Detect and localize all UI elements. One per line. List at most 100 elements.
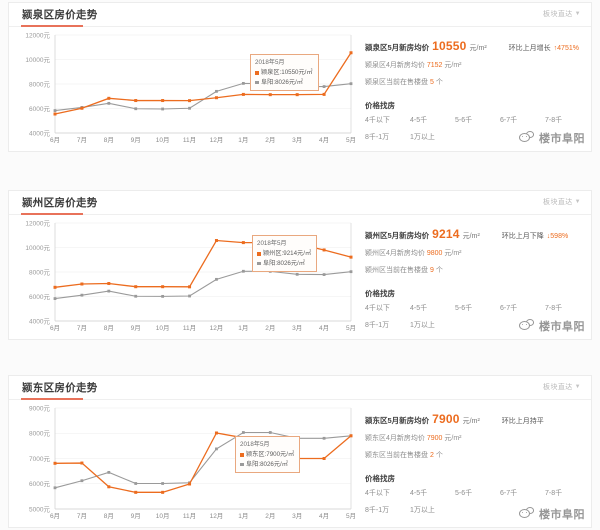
card-body: 4000元 6000元 8000元 10000元 12000元 6月 7月 8月 9月 10月 11… (9, 27, 591, 150)
svg-text:10000元: 10000元 (25, 56, 50, 64)
card-header: 颍泉区房价走势 板块直达 ▼ (9, 3, 591, 27)
block-jump-link[interactable]: 板块直达 ▼ (543, 382, 581, 392)
price-filter-chip[interactable]: 7-8千 (545, 305, 563, 312)
price-filter-chips: 4千以下 4-5千 5-6千 6-7千 7-8千 8千-1万 1万以上 (365, 303, 590, 337)
svg-text:8月: 8月 (104, 324, 114, 332)
previous-price-unit: 元/m² (444, 250, 462, 257)
listing-count-row: 颍东区当前在售楼盘 2 个 (365, 450, 583, 460)
svg-text:7000元: 7000元 (29, 455, 50, 463)
price-filter-chip[interactable]: 5-6千 (455, 117, 473, 124)
chevron-down-icon: ▼ (574, 199, 581, 205)
price-filter-chip[interactable]: 4-5千 (410, 117, 428, 124)
svg-text:1月: 1月 (238, 136, 248, 144)
svg-text:1月: 1月 (238, 512, 248, 520)
previous-price-unit: 元/m² (444, 62, 462, 69)
legend-swatch-district-icon (257, 252, 261, 256)
svg-text:12000元: 12000元 (25, 219, 50, 227)
price-filter-chip[interactable]: 1万以上 (410, 507, 435, 514)
svg-text:1月: 1月 (238, 324, 248, 332)
block-jump-link[interactable]: 板块直达 ▼ (543, 9, 581, 19)
district-card-yingquan: 颍泉区房价走势 板块直达 ▼ 4000元 6000元 8000元 10000元 1200… (8, 2, 592, 152)
price-trend-chart: 4000元 6000元 8000元 10000元 12000元 6月 7月 8月 9月 10月 11… (9, 27, 359, 150)
price-filter-chip[interactable]: 7-8千 (545, 117, 563, 124)
filter-section-title: 价格找房 (365, 101, 395, 110)
price-filter-chip[interactable]: 8千-1万 (365, 507, 390, 514)
price-filter-chip[interactable]: 4-5千 (410, 490, 428, 497)
filter-section-title: 价格找房 (365, 289, 395, 298)
svg-text:9月: 9月 (131, 512, 141, 520)
card-header: 颍州区房价走势 板块直达 ▼ (9, 191, 591, 215)
legend-swatch-district-icon (255, 71, 259, 75)
listing-count-value: 9 (429, 267, 434, 274)
legend-swatch-city-icon (240, 462, 244, 467)
chart-tooltip: 2018年5月 颍泉区:10550元/㎡ 阜阳:8026元/㎡ (250, 54, 319, 92)
watermark-text: 楼市阜阳 (539, 133, 585, 145)
current-price-row: 颍州区5月新房均价 9214 元/m² 环比上月下降 ↓598% (365, 227, 583, 241)
block-jump-link[interactable]: 板块直达 ▼ (543, 197, 581, 207)
price-filter-chips: 4千以下 4-5千 5-6千 6-7千 7-8千 8千-1万 1万以上 (365, 115, 590, 149)
district-info-panel: 颍东区5月新房均价 7900 元/m² 环比上月持平 颍东区4月新房均价 790… (359, 400, 591, 526)
price-filter-chip[interactable]: 8千-1万 (365, 134, 390, 141)
previous-price-value: 7152 (426, 62, 443, 69)
watermark-text: 楼市阜阳 (539, 321, 585, 333)
current-price-value: 7900 (432, 412, 460, 426)
svg-text:11月: 11月 (183, 324, 196, 332)
svg-text:2月: 2月 (265, 512, 275, 520)
wechat-logo-icon (519, 131, 536, 145)
watermark: 楼市阜阳 (519, 318, 585, 334)
svg-text:3月: 3月 (292, 324, 302, 332)
svg-text:3月: 3月 (292, 512, 302, 520)
previous-price-row: 颍泉区4月新房均价 7152 元/m² (365, 60, 583, 70)
svg-text:6000元: 6000元 (29, 105, 50, 113)
svg-text:10月: 10月 (156, 512, 170, 520)
listing-count-label: 颍东区当前在售楼盘 (365, 452, 428, 459)
price-filter-chip[interactable]: 6-7千 (500, 117, 518, 124)
svg-text:7月: 7月 (77, 324, 87, 332)
tooltip-district-value: 颍州区:9214元/㎡ (263, 250, 312, 258)
district-card-yingdong: 颍东区房价走势 板块直达 ▼ 5000元 6000元 7000元 8000元 9000元… (8, 375, 592, 528)
price-filter-chip[interactable]: 1万以上 (410, 134, 435, 141)
watermark: 楼市阜阳 (519, 130, 585, 146)
wechat-logo-icon (519, 507, 536, 521)
price-filter-chip[interactable]: 4千以下 (365, 490, 390, 497)
svg-text:4月: 4月 (319, 136, 329, 144)
listing-count-unit: 个 (435, 79, 443, 86)
block-jump-label: 板块直达 (543, 199, 573, 206)
price-filter-chip[interactable]: 1万以上 (410, 322, 435, 329)
page-title: 颍州区房价走势 (22, 197, 98, 209)
svg-text:6000元: 6000元 (29, 480, 50, 488)
tooltip-row-district: 颍州区:9214元/㎡ (257, 249, 311, 259)
trend-row: 环比上月增长 ↑4751% (509, 43, 579, 53)
price-filter-chip[interactable]: 4千以下 (365, 305, 390, 312)
tooltip-row-city: 阜阳:8026元/㎡ (240, 460, 294, 470)
listing-count-row: 颍州区当前在售楼盘 9 个 (365, 265, 583, 275)
trend-row: 环比上月下降 ↓598% (502, 231, 568, 241)
price-filter-chip[interactable]: 4-5千 (410, 305, 428, 312)
listing-count-value: 5 (429, 79, 434, 86)
price-filter-chip[interactable]: 8千-1万 (365, 322, 390, 329)
district-card-yingzhou: 颍州区房价走势 板块直达 ▼ 4000元 6000元 8000元 10000元 1200… (8, 190, 592, 340)
current-price-unit: 元/m² (469, 45, 487, 52)
tooltip-date: 2018年5月 (257, 240, 287, 247)
previous-price-label: 颍东区4月新房均价 (365, 435, 425, 442)
legend-swatch-district-icon (240, 453, 244, 457)
price-filter-chip[interactable]: 6-7千 (500, 305, 518, 312)
price-filter-chip[interactable]: 5-6千 (455, 490, 473, 497)
svg-text:8000元: 8000元 (29, 268, 50, 276)
price-filter-chip[interactable]: 6-7千 (500, 490, 518, 497)
card-header: 颍东区房价走势 板块直达 ▼ (9, 376, 591, 400)
current-price-row: 颍东区5月新房均价 7900 元/m² 环比上月持平 (365, 412, 583, 426)
price-filter-chip[interactable]: 5-6千 (455, 305, 473, 312)
trend-row: 环比上月持平 (502, 416, 547, 426)
district-info-panel: 颍州区5月新房均价 9214 元/m² 环比上月下降 ↓598% 颍州区4月新房… (359, 215, 591, 338)
previous-price-label: 颍泉区4月新房均价 (365, 62, 425, 69)
trend-label: 环比上月增长 (508, 45, 551, 52)
listing-count-unit: 个 (435, 452, 443, 459)
price-filter-chip[interactable]: 7-8千 (545, 490, 563, 497)
current-price-label: 颍州区5月新房均价 (365, 231, 430, 240)
chevron-down-icon: ▼ (574, 384, 581, 390)
previous-price-value: 7900 (426, 435, 443, 442)
page-title: 颍东区房价走势 (22, 382, 98, 394)
price-filter-chip[interactable]: 4千以下 (365, 117, 390, 124)
svg-text:8月: 8月 (104, 512, 114, 520)
